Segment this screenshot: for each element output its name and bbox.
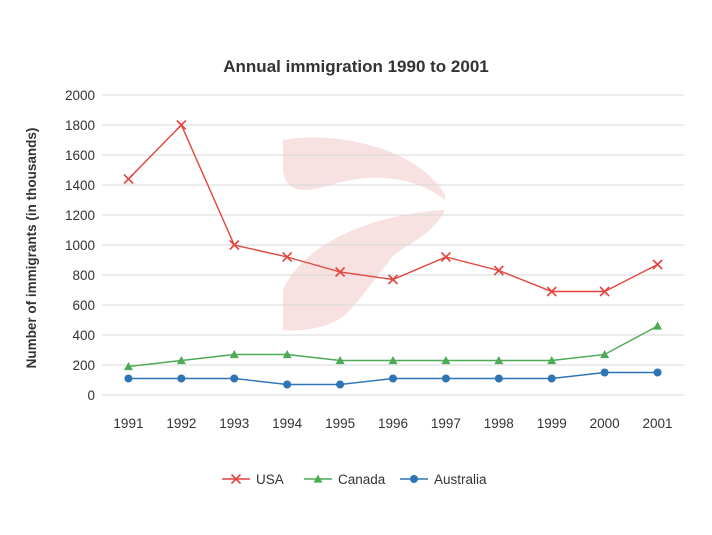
data-point-australia — [124, 374, 133, 383]
data-point-usa — [546, 286, 557, 297]
y-tick-label: 400 — [72, 328, 95, 343]
legend-marker — [313, 474, 323, 483]
legend-item-australia: Australia — [400, 472, 487, 487]
y-tick-label: 1200 — [65, 208, 95, 223]
data-point-canada — [282, 350, 292, 359]
data-point-australia — [547, 374, 556, 383]
data-point-canada — [123, 362, 133, 371]
legend-marker — [410, 475, 418, 483]
legend-label: USA — [256, 472, 284, 487]
x-tick-label: 1994 — [272, 416, 303, 431]
y-tick-label: 800 — [72, 268, 95, 283]
x-tick-label: 1999 — [537, 416, 567, 431]
data-point-usa — [282, 251, 293, 263]
legend-item-usa: USA — [222, 472, 284, 487]
data-point-australia — [600, 368, 609, 377]
x-tick-label: 1995 — [325, 416, 355, 431]
chart-title: Annual immigration 1990 to 2001 — [223, 57, 488, 76]
legend-marker — [230, 473, 242, 485]
y-axis-label: Number of immigrants (in thousands) — [24, 128, 39, 369]
data-point-australia — [441, 374, 450, 383]
data-point-australia — [389, 374, 397, 383]
data-point-australia — [230, 374, 239, 383]
data-point-canada — [176, 356, 186, 365]
data-point-usa — [176, 119, 187, 131]
x-axis-ticks: 1991 1992 1993 1994 1995 1996 1997 1998 1999 2000… — [113, 416, 672, 431]
x-tick-label: 1997 — [431, 416, 461, 431]
data-point-usa — [229, 239, 240, 251]
data-point-australia — [177, 374, 186, 383]
y-tick-label: 2000 — [65, 88, 95, 103]
series-line-usa — [127, 123, 658, 293]
y-tick-label: 1400 — [65, 178, 95, 193]
data-point-canada — [229, 350, 239, 359]
y-tick-label: 1600 — [65, 148, 95, 163]
data-point-usa — [335, 266, 346, 278]
y-tick-label: 200 — [72, 358, 95, 373]
data-point-canada — [600, 350, 610, 359]
y-axis-ticks: 0 200 400 600 800 1000 1200 1400 1600 1800 2000 — [65, 88, 95, 403]
data-point-canada — [653, 321, 663, 330]
data-point-canada — [547, 356, 557, 365]
x-tick-label: 1992 — [166, 416, 196, 431]
watermark-logo — [283, 137, 445, 331]
x-tick-label: 1996 — [378, 416, 408, 431]
data-point-usa — [440, 251, 451, 263]
y-tick-label: 1800 — [65, 118, 95, 133]
data-point-australia — [336, 380, 345, 389]
x-tick-label: 1991 — [113, 416, 143, 431]
data-point-usa — [387, 274, 399, 285]
data-point-usa — [599, 286, 610, 297]
grid — [102, 94, 684, 396]
data-point-canada — [388, 356, 398, 365]
y-tick-label: 1000 — [65, 238, 95, 253]
series-australia — [124, 368, 662, 389]
x-tick-label: 1993 — [219, 416, 249, 431]
x-tick-label: 2000 — [590, 416, 620, 431]
x-tick-label: 1998 — [484, 416, 514, 431]
legend: USA Canada Australia — [222, 472, 487, 487]
data-point-australia — [494, 374, 503, 383]
data-point-canada — [441, 356, 451, 365]
data-point-australia — [283, 380, 292, 389]
x-tick-label: 2001 — [643, 416, 673, 431]
legend-label: Canada — [338, 472, 386, 487]
data-point-canada — [494, 356, 504, 365]
series-canada — [123, 321, 663, 371]
data-point-canada — [335, 356, 345, 365]
data-point-australia — [653, 368, 662, 377]
data-point-usa — [123, 173, 134, 185]
y-tick-label: 600 — [72, 298, 95, 313]
series-usa — [123, 119, 663, 297]
data-point-usa — [493, 265, 504, 276]
data-point-usa — [652, 259, 663, 270]
y-tick-label: 0 — [87, 388, 95, 403]
series-group — [123, 119, 663, 389]
legend-label: Australia — [434, 472, 487, 487]
legend-item-canada: Canada — [304, 472, 386, 487]
